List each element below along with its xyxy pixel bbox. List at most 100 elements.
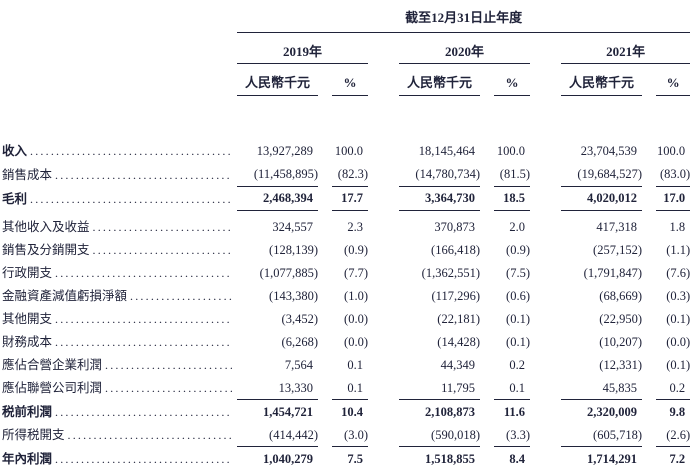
percent-2021: (0.0)	[666, 334, 690, 349]
percent-2019: 0.1	[347, 357, 363, 372]
dot-leader	[68, 428, 232, 442]
amount-2020: 370,873	[434, 219, 475, 234]
amount-column-header-2021: 人民幣千元	[561, 63, 642, 96]
amount-2020: 18,145,464	[418, 144, 475, 158]
percent-2021: 1.8	[669, 219, 686, 234]
amount-2020: 3,364,730	[399, 186, 480, 211]
amount-2020: 1,518,855	[425, 451, 475, 466]
percent-2019: (0.0)	[344, 334, 368, 349]
percent-2021: 100.0	[657, 144, 686, 158]
dot-leader	[130, 289, 232, 303]
row-label: 年內利潤	[2, 451, 53, 466]
percent-2021: (0.3)	[666, 288, 690, 303]
percent-2021: (1.1)	[666, 242, 690, 257]
dot-leader	[30, 144, 232, 158]
percent-2020: (0.6)	[506, 288, 530, 303]
amount-2019: (6,268)	[281, 334, 318, 349]
percent-2021: (7.6)	[666, 265, 690, 280]
amount-2019: (11,458,895)	[237, 162, 318, 187]
table-row: 應佔合營企業利潤 7,564 0.1 44,349 0.2 (12,331) (…	[0, 353, 690, 376]
dot-leader	[105, 358, 232, 372]
dot-leader	[30, 192, 232, 206]
amount-2019: (414,442)	[237, 423, 318, 447]
period-header: 截至12月31日止年度	[237, 3, 690, 33]
dot-leader	[93, 220, 232, 234]
amount-2021: 1,714,291	[587, 451, 637, 466]
amount-2019: (128,139)	[269, 242, 318, 257]
table-row: 所得税開支 (414,442) (3.0) (590,018) (3.3) (6…	[0, 423, 690, 447]
row-label: 銷售成本	[2, 167, 53, 182]
row-label: 其他收入及收益	[2, 219, 90, 234]
amount-2021: (68,669)	[599, 288, 642, 303]
percent-2021: (2.6)	[656, 423, 690, 447]
dot-leader	[55, 312, 232, 326]
amount-2020: (590,018)	[399, 423, 480, 447]
row-label: 收入	[2, 144, 28, 158]
row-label: 金融資產減值虧損淨額	[2, 288, 128, 303]
amount-2019: 324,557	[272, 219, 313, 234]
amount-column-header-2020: 人民幣千元	[399, 63, 480, 96]
percent-2020: 18.5	[494, 186, 530, 211]
percent-2020: (7.5)	[506, 265, 530, 280]
percent-2019: 100.0	[334, 144, 363, 158]
amount-2020: (22,181)	[437, 311, 480, 326]
percent-2019: 17.7	[332, 186, 368, 211]
percent-2019: 0.1	[332, 376, 368, 400]
row-label: 税前利潤	[2, 404, 53, 419]
row-label: 所得税開支	[2, 428, 65, 442]
percent-2020: 11.6	[503, 404, 525, 419]
table-row: 應佔聯營公司利潤 13,330 0.1 11,795 0.1 45,835 0.…	[0, 376, 690, 400]
amount-2021: 45,835	[561, 376, 642, 400]
dot-leader	[105, 381, 232, 395]
amount-2020: (1,362,551)	[421, 265, 480, 280]
row-label: 毛利	[2, 191, 28, 206]
percent-column-header-2020: %	[494, 63, 530, 96]
amount-2021: 4,020,012	[561, 186, 642, 211]
percent-2019: (0.0)	[344, 311, 368, 326]
row-label: 應佔合營企業利潤	[2, 357, 103, 372]
percent-2021: 9.8	[669, 404, 686, 419]
table-row: 毛利 2,468,394 17.7 3,364,730 18.5 4,020,0…	[0, 186, 690, 211]
percent-2021: (83.0)	[656, 162, 690, 187]
percent-2019: (0.9)	[344, 242, 368, 257]
year-header-2020: 2020年	[399, 32, 530, 64]
amount-2021: 2,320,009	[587, 404, 637, 419]
table-row: 行政開支 (1,077,885) (7.7) (1,362,551) (7.5)…	[0, 261, 690, 284]
amount-2020: 11,795	[399, 376, 480, 400]
amount-2020: 44,349	[440, 357, 475, 372]
dot-leader	[55, 168, 232, 182]
table-row: 銷售成本 (11,458,895) (82.3) (14,780,734) (8…	[0, 162, 690, 187]
dot-leader	[93, 243, 232, 257]
percent-2020: (81.5)	[494, 162, 530, 187]
percent-2020: (0.9)	[506, 242, 530, 257]
row-label: 行政開支	[2, 265, 53, 280]
amount-2020: (117,296)	[431, 288, 481, 303]
percent-2021: (0.1)	[666, 357, 690, 372]
table-row: 財務成本 (6,268) (0.0) (14,428) (0.1) (10,20…	[0, 330, 690, 353]
amount-2020: (14,428)	[437, 334, 480, 349]
column-header-row: 人民幣千元 % 人民幣千元 % 人民幣千元 %	[0, 63, 690, 96]
dot-leader	[55, 335, 232, 349]
table-row: 其他收入及收益 324,557 2.3 370,873 2.0 417,318 …	[0, 210, 690, 238]
amount-2021: 417,318	[596, 219, 637, 234]
amount-2019: 1,454,721	[263, 404, 313, 419]
income-statement-table: 截至12月31日止年度 2019年 2020年 2021年 人民幣千元 % 人民…	[0, 3, 690, 471]
table-row: 其他開支 (3,452) (0.0) (22,181) (0.1) (22,95…	[0, 307, 690, 330]
amount-2019: (143,380)	[269, 288, 318, 303]
amount-2021: (10,207)	[599, 334, 642, 349]
amount-2019: 2,468,394	[237, 186, 318, 211]
percent-2020: (0.1)	[506, 311, 530, 326]
amount-2021: (605,718)	[561, 423, 642, 447]
percent-2020: (3.3)	[494, 423, 530, 447]
percent-2021: 17.0	[656, 186, 690, 211]
percent-2019: (82.3)	[332, 162, 368, 187]
percent-2020: (0.1)	[506, 334, 530, 349]
percent-2019: (1.0)	[344, 288, 368, 303]
row-label: 應佔聯營公司利潤	[2, 381, 103, 395]
amount-2021: (12,331)	[599, 357, 642, 372]
amount-2021: 23,704,539	[580, 144, 637, 158]
percent-2019: (7.7)	[344, 265, 368, 280]
table-row: 年內利潤 1,040,279 7.5 1,518,855 8.4 1,714,2…	[0, 447, 690, 471]
percent-2019: 7.5	[347, 451, 363, 466]
year-header-2019: 2019年	[237, 32, 368, 64]
